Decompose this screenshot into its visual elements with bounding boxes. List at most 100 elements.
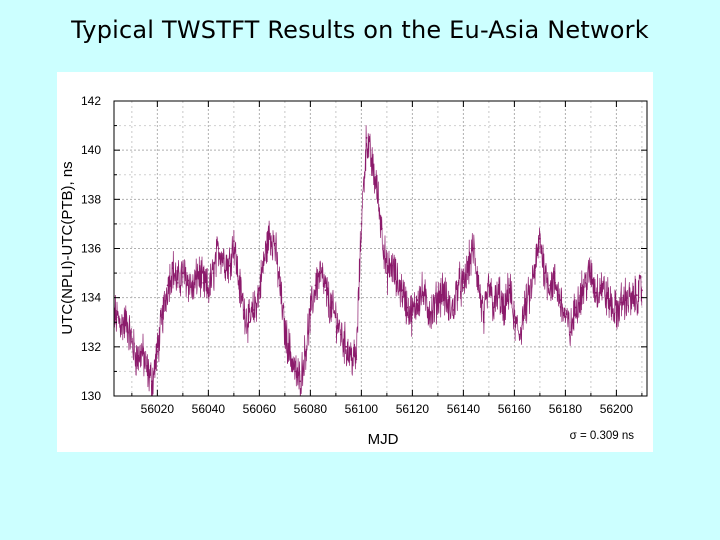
data-point [462, 286, 465, 289]
grid-layer [114, 100, 647, 397]
x-tick-label: 56200 [600, 402, 634, 416]
data-point [564, 316, 567, 319]
data-point [549, 284, 551, 287]
data-point [355, 358, 358, 360]
sigma-annotation: σ = 0.309 ns [570, 430, 635, 442]
data-point [579, 291, 582, 294]
data-point [518, 333, 521, 336]
data-point [248, 321, 251, 324]
data-point [156, 350, 159, 353]
data-point [258, 289, 261, 292]
data-point [584, 282, 587, 284]
data-point [396, 282, 398, 284]
y-axis-title: UTC(NPLI)-UTC(PTB), ns [59, 161, 76, 334]
data-point [386, 272, 388, 274]
data-point [284, 331, 286, 333]
slide-title: Typical TWSTFT Results on the Eu-Asia Ne… [71, 16, 649, 44]
data-point [426, 306, 429, 309]
data-point [452, 309, 455, 311]
data-point [314, 284, 317, 287]
data-point [171, 267, 174, 270]
data-point [467, 264, 470, 267]
data-point [268, 232, 271, 235]
data-point [406, 306, 409, 309]
data-point [635, 294, 638, 297]
y-tick-label: 130 [81, 389, 101, 403]
data-point [182, 272, 184, 274]
data-point [554, 282, 557, 284]
data-point [370, 161, 373, 164]
data-point [166, 284, 169, 287]
data-point [227, 264, 230, 267]
data-point [391, 264, 393, 267]
data-point [641, 289, 643, 292]
data-point [304, 350, 307, 353]
data-point [136, 358, 138, 360]
tick-layer: 56020 56040 56060 56080 56100 56120 56140 56160… [81, 94, 647, 416]
data-point [187, 279, 189, 282]
y-tick-label: 138 [81, 192, 101, 206]
data-point [457, 282, 460, 284]
data-point [176, 282, 179, 284]
x-tick-label: 56160 [498, 402, 532, 416]
x-tick-label: 56020 [141, 402, 175, 416]
data-point [625, 296, 628, 299]
data-point [319, 272, 322, 274]
data-point [212, 272, 215, 274]
data-point [544, 272, 546, 274]
y-tick-label: 134 [81, 291, 101, 305]
data-point [620, 301, 623, 304]
x-tick-label: 56100 [345, 402, 379, 416]
data-point [539, 237, 541, 240]
data-point [595, 291, 597, 294]
data-point [111, 307, 113, 309]
data-point [431, 311, 434, 314]
data-point [559, 299, 562, 301]
data-point [610, 304, 613, 306]
data-point [411, 314, 414, 316]
x-tick-label: 56080 [294, 402, 328, 416]
data-point [360, 223, 363, 225]
data-point [299, 380, 302, 383]
data-point [309, 314, 312, 316]
x-axis-title: MJD [368, 431, 399, 448]
data-point [141, 350, 143, 353]
data-point [488, 284, 490, 287]
x-tick-label: 56060 [243, 402, 277, 416]
data-point [125, 321, 128, 324]
data-point [590, 272, 592, 274]
x-tick-label: 56140 [447, 402, 481, 416]
data-point [329, 306, 332, 309]
data-point [345, 345, 347, 348]
x-tick-label: 56040 [192, 402, 226, 416]
data-point [151, 380, 154, 383]
data-point [380, 227, 383, 230]
data-point [365, 137, 368, 139]
data-point [416, 299, 419, 301]
data-point [421, 291, 424, 294]
data-point [294, 370, 296, 373]
data-point [192, 289, 195, 292]
data-point [253, 309, 256, 311]
data-point [600, 284, 602, 287]
data-point [161, 316, 164, 319]
chart-svg: 56020 56040 56060 56080 56100 56120 56140 56160… [59, 94, 648, 448]
data-point [222, 257, 225, 260]
chart-panel: 56020 56040 56060 56080 56100 56120 56140 56160… [57, 72, 653, 452]
data-point [273, 242, 276, 245]
data-point [498, 291, 500, 294]
data-point [630, 301, 633, 304]
x-tick-label: 56180 [549, 402, 583, 416]
data-point [202, 282, 205, 284]
data-point [437, 296, 439, 299]
data-point [197, 272, 200, 274]
data-point [335, 316, 337, 319]
data-point [533, 269, 536, 272]
y-tick-label: 136 [81, 242, 101, 256]
y-tick-label: 140 [81, 143, 101, 157]
data-point [207, 289, 210, 292]
data-point [340, 333, 342, 336]
data-point [120, 323, 123, 326]
data-point [615, 311, 618, 314]
data-point [472, 247, 475, 250]
